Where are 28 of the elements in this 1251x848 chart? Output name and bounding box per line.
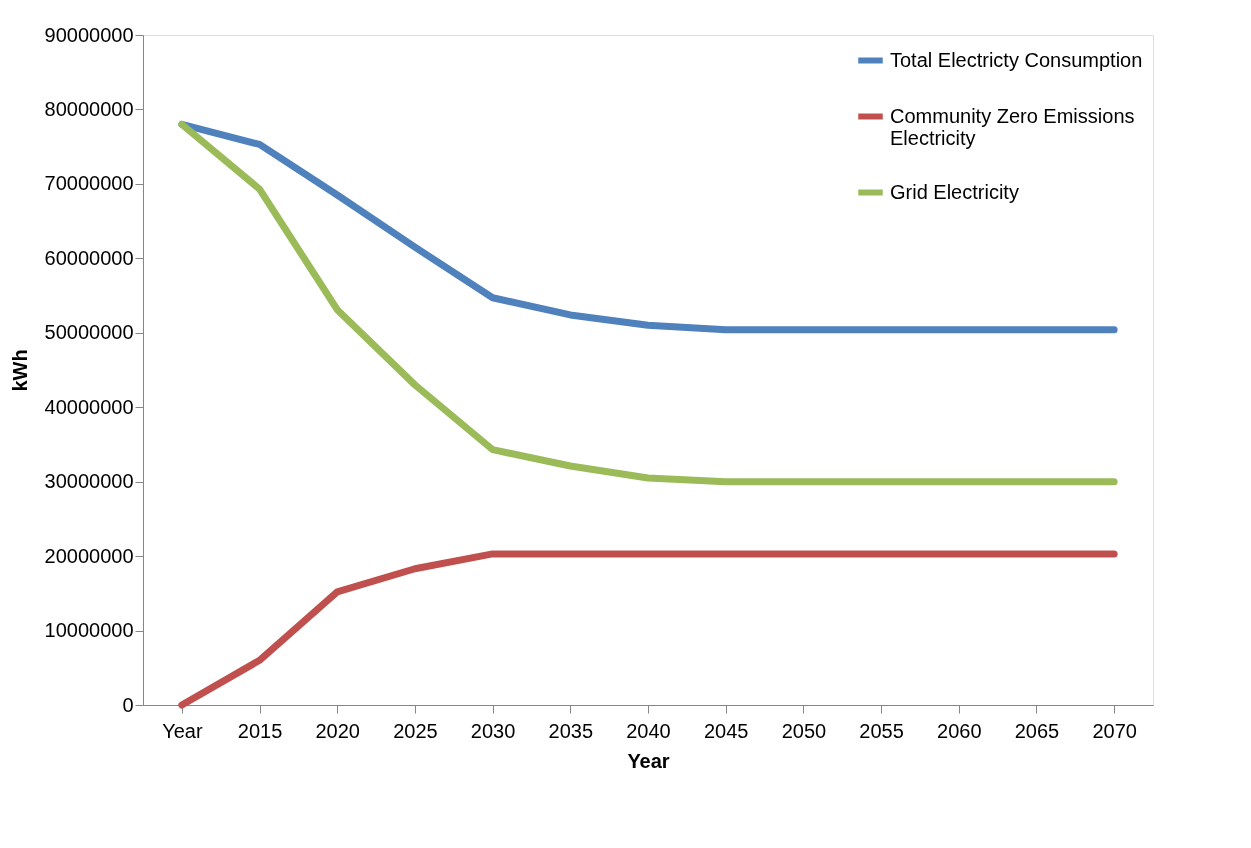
y-tick-label: 10000000 (44, 619, 134, 642)
legend-label: Grid Electricity (890, 180, 1019, 203)
y-tick-label: 30000000 (44, 470, 134, 493)
x-tick-label: 2030 (470, 719, 516, 742)
y-tick-label: 70000000 (44, 172, 134, 195)
y-axis-title: kWh (8, 349, 31, 392)
y-tick-label: 40000000 (44, 395, 134, 418)
legend-label: Community Zero Emissions Electricity (890, 104, 1135, 149)
x-tick-label: 2040 (626, 719, 671, 742)
x-tick-label: 2065 (1014, 719, 1060, 742)
x-tick-label: 2035 (548, 719, 594, 742)
x-tick-label: 2045 (703, 719, 749, 742)
x-tick-label: 2015 (237, 719, 283, 742)
y-tick-label: 0 (122, 693, 134, 716)
x-tick-label: 2060 (937, 719, 982, 742)
x-tick-label: 2070 (1092, 719, 1137, 742)
x-tick-label: 2025 (393, 719, 438, 742)
x-axis-title: Year (627, 749, 670, 772)
x-tick-label: Year (162, 719, 203, 742)
y-tick-label: 50000000 (44, 321, 134, 344)
y-tick-label: 90000000 (44, 23, 134, 46)
legend-label: Total Electricty Consumption (890, 48, 1143, 71)
y-tick-label: 20000000 (44, 544, 134, 567)
x-tick-label: 2050 (781, 719, 827, 742)
y-tick-label: 80000000 (44, 97, 134, 120)
x-tick-label: 2020 (315, 719, 360, 742)
y-tick-label: 60000000 (44, 246, 134, 269)
x-tick-label: 2055 (859, 719, 904, 742)
